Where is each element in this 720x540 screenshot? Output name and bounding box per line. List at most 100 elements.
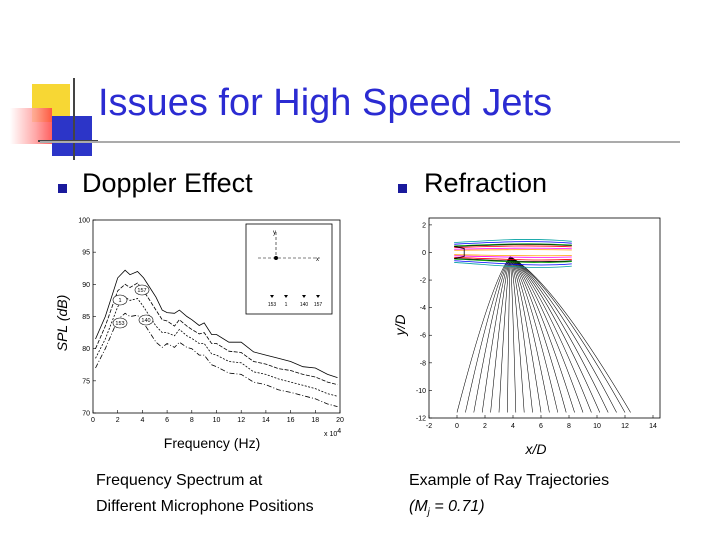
bullet-right	[398, 184, 407, 193]
curve-label: 157	[134, 284, 150, 296]
x-tick-label: 10	[593, 423, 601, 430]
x-tick-label: 8	[190, 417, 194, 424]
ray-trajectory	[507, 256, 511, 413]
y-tick-label: -2	[420, 278, 426, 285]
plot-frame	[428, 217, 661, 419]
ray-trajectory	[509, 256, 567, 413]
slide-title: Issues for High Speed Jets	[98, 82, 553, 124]
x-tick-label: 4	[511, 423, 515, 430]
jet-contour	[454, 244, 572, 263]
x-tick-label: 10	[213, 417, 221, 424]
ray-trajectory	[509, 256, 525, 413]
y-axis-label: SPL (dB)	[54, 295, 70, 352]
y-tick-label: -4	[420, 305, 426, 312]
caption-right-line1: Example of Ray Trajectories	[409, 472, 610, 489]
spectrum-inset: y x 153 1 140 157	[245, 223, 333, 315]
ray-trajectory	[510, 256, 609, 413]
svg-text:153: 153	[115, 321, 124, 327]
curve-label: 1	[112, 294, 128, 306]
x-tick-label: 4	[140, 417, 144, 424]
caption-left-line1: Frequency Spectrum at	[96, 472, 263, 489]
slide-decoration	[0, 0, 110, 165]
jet-contour	[454, 239, 572, 268]
ray-trajectory	[510, 256, 631, 413]
ray-trajectory	[510, 256, 584, 413]
y-tick-label: 85	[82, 314, 90, 321]
deco-vertical-line	[73, 78, 75, 160]
deco-red-square	[10, 108, 52, 144]
svg-text:1: 1	[118, 298, 121, 304]
inset-mic-marker	[302, 295, 306, 298]
y-tick-label: -12	[416, 416, 426, 423]
ray-trajectory	[473, 256, 511, 413]
jet-contour	[454, 245, 572, 261]
ray-trajectory	[498, 256, 511, 413]
y-tick-label: 2	[422, 222, 426, 229]
title-divider	[40, 141, 680, 143]
y-tick-label: 95	[82, 250, 90, 257]
x-tick-label: 12	[237, 417, 245, 424]
curve-label: 153	[112, 317, 128, 329]
jet-contour	[454, 243, 572, 263]
y-tick-label: 90	[82, 282, 90, 289]
svg-text:157: 157	[137, 288, 146, 294]
y-tick-label: -6	[420, 333, 426, 340]
ray-trajectory	[509, 256, 517, 413]
x-axis-label: Frequency (Hz)	[164, 435, 260, 451]
x-tick-label: 16	[287, 417, 295, 424]
jet-contour	[454, 249, 572, 257]
spectrum-chart: SPL (dB) 0 2 4 6 8 10 12 14 16 18 20 70 75 80 85 90 95 10…	[54, 218, 344, 452]
ray-trajectory	[510, 256, 617, 413]
ray-trajectory	[509, 256, 550, 413]
ray-trajectory	[509, 256, 542, 413]
inset-mic-label: 157	[314, 302, 323, 308]
y-axis-label: y/D	[392, 315, 408, 337]
caption-right-line2: (Mj = 0.71)	[409, 498, 485, 519]
x-tick-label: 8	[567, 423, 571, 430]
spectrum-series-line	[95, 312, 338, 407]
heading-doppler: Doppler Effect	[82, 168, 253, 198]
inset-mic-label: 153	[268, 302, 277, 308]
inset-mic-label: 1	[285, 302, 288, 308]
x-tick-label: 6	[539, 423, 543, 430]
jet-contour	[454, 241, 572, 266]
x-tick-label: 6	[165, 417, 169, 424]
y-tick-label: 0	[422, 250, 426, 257]
jet-contour	[454, 247, 572, 258]
y-tick-label: -8	[420, 360, 426, 367]
refraction-chart: y/D -2 0 2 4 6 8 10 12 14 2 0 -2 -4 -6 -8 -10 -12 x/D	[392, 217, 661, 457]
y-tick-label: 75	[82, 378, 90, 385]
inset-axis-y: y	[273, 230, 276, 236]
x-tick-label: 2	[483, 423, 487, 430]
y-tick-label: -10	[416, 388, 426, 395]
x-tick-label: 12	[621, 423, 629, 430]
ray-trajectory	[510, 256, 601, 413]
ray-trajectory	[509, 256, 533, 413]
inset-mic-marker	[316, 295, 320, 298]
svg-text:140: 140	[141, 318, 150, 324]
spectrum-series-line	[95, 269, 338, 378]
spectrum-series-line	[95, 282, 338, 386]
ray-trajectory	[481, 256, 511, 413]
x-tick-label: 2	[116, 417, 120, 424]
caption-left: Frequency Spectrum at Different Micropho…	[96, 468, 314, 520]
x-tick-label: 14	[262, 417, 270, 424]
y-tick-label: 70	[82, 411, 90, 418]
inset-mic-marker	[270, 295, 274, 298]
deco-blue-square	[52, 116, 92, 156]
caption-right: Example of Ray Trajectories (Mj = 0.71)	[409, 468, 609, 526]
ray-trajectory	[509, 256, 559, 413]
ray-trajectory	[510, 256, 626, 413]
inset-mic-marker	[284, 295, 288, 298]
x-multiplier: x 104	[324, 428, 341, 438]
x-tick-label: 20	[336, 417, 344, 424]
caption-left-line2: Different Microphone Positions	[96, 498, 314, 515]
y-tick-label: 100	[78, 218, 90, 225]
ray-trajectory	[510, 256, 592, 413]
ray-trajectory	[510, 256, 575, 413]
y-tick-label: 80	[82, 346, 90, 353]
inset-axis-x: x	[316, 257, 319, 263]
curve-label: 140	[138, 314, 154, 326]
spectrum-series-line	[95, 296, 338, 397]
heading-refraction: Refraction	[424, 168, 548, 198]
